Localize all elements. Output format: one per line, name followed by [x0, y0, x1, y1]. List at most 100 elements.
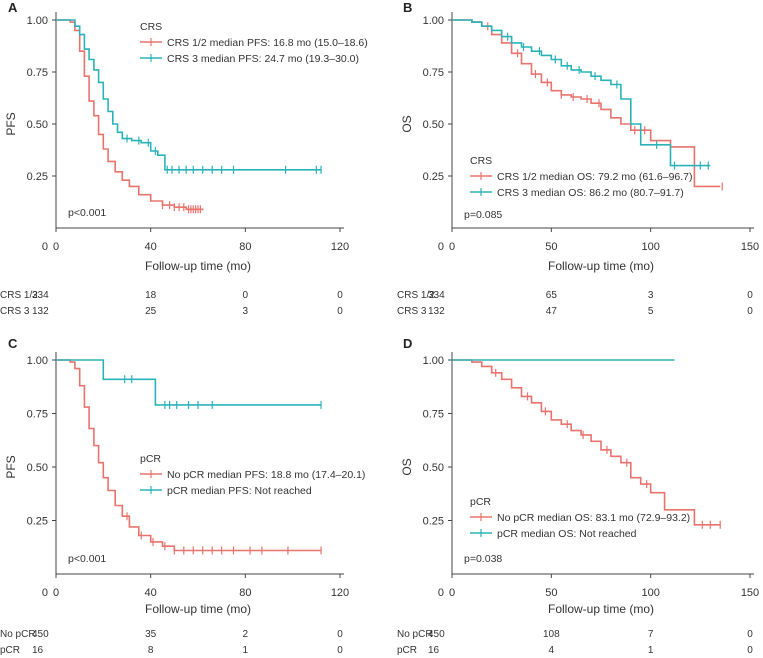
km-curve-pcr: [56, 359, 322, 406]
risk-value: 1: [648, 645, 654, 656]
legend-entry: No pCR median PFS: 18.8 mo (17.4–20.1): [167, 469, 365, 481]
x-tick-label: 100: [641, 241, 659, 253]
y-tick-label: 0.75: [423, 409, 444, 421]
x-axis-title: Follow-up time (mo): [145, 259, 251, 273]
risk-value: 0: [747, 290, 753, 301]
risk-value: 0: [337, 645, 343, 656]
p-value: p=0.085: [464, 209, 502, 221]
p-value: p<0.001: [68, 207, 106, 219]
risk-value: 25: [145, 306, 157, 317]
x-tick-label: 50: [545, 241, 557, 253]
risk-row-label: No pCR: [0, 629, 36, 640]
risk-value: 7: [648, 629, 654, 640]
y-tick-label: 0.25: [27, 516, 48, 528]
y-tick-label: 1.00: [27, 15, 48, 27]
legend-entry: CRS 1/2 median OS: 79.2 mo (61.6–96.7): [497, 171, 693, 183]
y-axis-title: OS: [400, 458, 414, 475]
y-tick-label: 0.25: [423, 171, 444, 183]
y-tick-label: 0.50: [27, 462, 48, 474]
risk-value: 450: [32, 629, 49, 640]
origin-label: 0: [42, 241, 48, 253]
x-tick-label: 40: [145, 241, 157, 253]
legend-entry: CRS 1/2 median PFS: 16.8 mo (15.0–18.6): [167, 37, 368, 49]
x-axis-title: Follow-up time (mo): [548, 602, 654, 616]
risk-value: 0: [747, 645, 753, 656]
x-tick-label: 0: [53, 587, 59, 599]
legend-title: pCR: [140, 453, 161, 465]
km-curve-crs-3: [56, 19, 322, 171]
y-tick-label: 0.75: [27, 67, 48, 79]
risk-value: 65: [546, 290, 558, 301]
panel-a: A 0.25 0.50 0.75 1.00 0 40 80 120 0 Follow-up time…: [0, 0, 368, 317]
risk-row-label: pCR: [0, 645, 20, 656]
risk-value: 47: [546, 306, 558, 317]
x-tick-label: 120: [331, 587, 349, 599]
y-tick-label: 0.25: [27, 171, 48, 183]
x-tick-label: 0: [449, 587, 455, 599]
risk-value: 0: [747, 629, 753, 640]
risk-row-label: CRS 1/2: [0, 290, 38, 301]
p-value: p<0.001: [68, 553, 106, 565]
panel-letter: A: [8, 0, 18, 15]
y-tick-label: 0.50: [423, 119, 444, 131]
legend-entry: CRS 3 median PFS: 24.7 mo (19.3–30.0): [167, 53, 359, 65]
x-tick-label: 120: [331, 241, 349, 253]
y-tick-label: 1.00: [423, 15, 444, 27]
origin-label: 0: [42, 587, 48, 599]
x-tick-label: 80: [239, 241, 251, 253]
x-tick-label: 40: [145, 587, 157, 599]
y-axis-title: OS: [400, 115, 414, 132]
risk-value: 3: [648, 290, 654, 301]
risk-value: 3: [243, 306, 249, 317]
y-tick-label: 0.50: [423, 462, 444, 474]
risk-value: 8: [148, 645, 154, 656]
legend-entry: No pCR median OS: 83.1 mo (72.9–93.2): [497, 512, 690, 524]
legend-title: pCR: [470, 496, 491, 508]
p-value: p=0.038: [464, 553, 502, 565]
risk-value: 4: [549, 645, 555, 656]
x-tick-label: 150: [741, 241, 759, 253]
risk-row-label: CRS 1/2: [397, 290, 435, 301]
km-curve-no-pcr: [56, 359, 322, 552]
panel-letter: D: [403, 336, 412, 351]
legend-title: CRS: [470, 155, 492, 167]
x-tick-label: 0: [449, 241, 455, 253]
origin-label: 0: [438, 587, 444, 599]
x-axis-title: Follow-up time (mo): [145, 602, 251, 616]
risk-row-label: CRS 3: [0, 306, 30, 317]
risk-value: 0: [337, 306, 343, 317]
x-tick-label: 150: [741, 587, 759, 599]
risk-value: 132: [428, 306, 445, 317]
risk-value: 108: [543, 629, 560, 640]
legend-entry: pCR median OS: Not reached: [497, 528, 637, 540]
legend-entry: pCR median PFS: Not reached: [167, 485, 312, 497]
km-curve-crs-1-2: [452, 19, 721, 188]
km-curve-crs-3: [452, 19, 711, 167]
panel-letter: C: [8, 336, 18, 351]
risk-value: 132: [32, 306, 49, 317]
risk-value: 334: [428, 290, 445, 301]
risk-row-label: CRS 3: [397, 306, 427, 317]
y-tick-label: 1.00: [423, 355, 444, 367]
risk-value: 0: [337, 629, 343, 640]
legend-title: CRS: [140, 21, 162, 33]
x-tick-label: 80: [239, 587, 251, 599]
risk-value: 0: [243, 290, 249, 301]
y-tick-label: 0.50: [27, 119, 48, 131]
y-tick-label: 0.75: [27, 409, 48, 421]
x-tick-label: 50: [545, 587, 557, 599]
risk-value: 1: [243, 645, 249, 656]
y-axis-title: PFS: [4, 455, 18, 478]
y-tick-label: 0.75: [423, 67, 444, 79]
x-tick-label: 0: [53, 241, 59, 253]
risk-value: 0: [337, 290, 343, 301]
km-curve-no-pcr: [452, 359, 721, 526]
risk-row-label: pCR: [397, 645, 417, 656]
y-axis-title: PFS: [4, 112, 18, 135]
legend-entry: CRS 3 median OS: 86.2 mo (80.7–91.7): [497, 187, 684, 199]
y-tick-label: 0.25: [423, 516, 444, 528]
